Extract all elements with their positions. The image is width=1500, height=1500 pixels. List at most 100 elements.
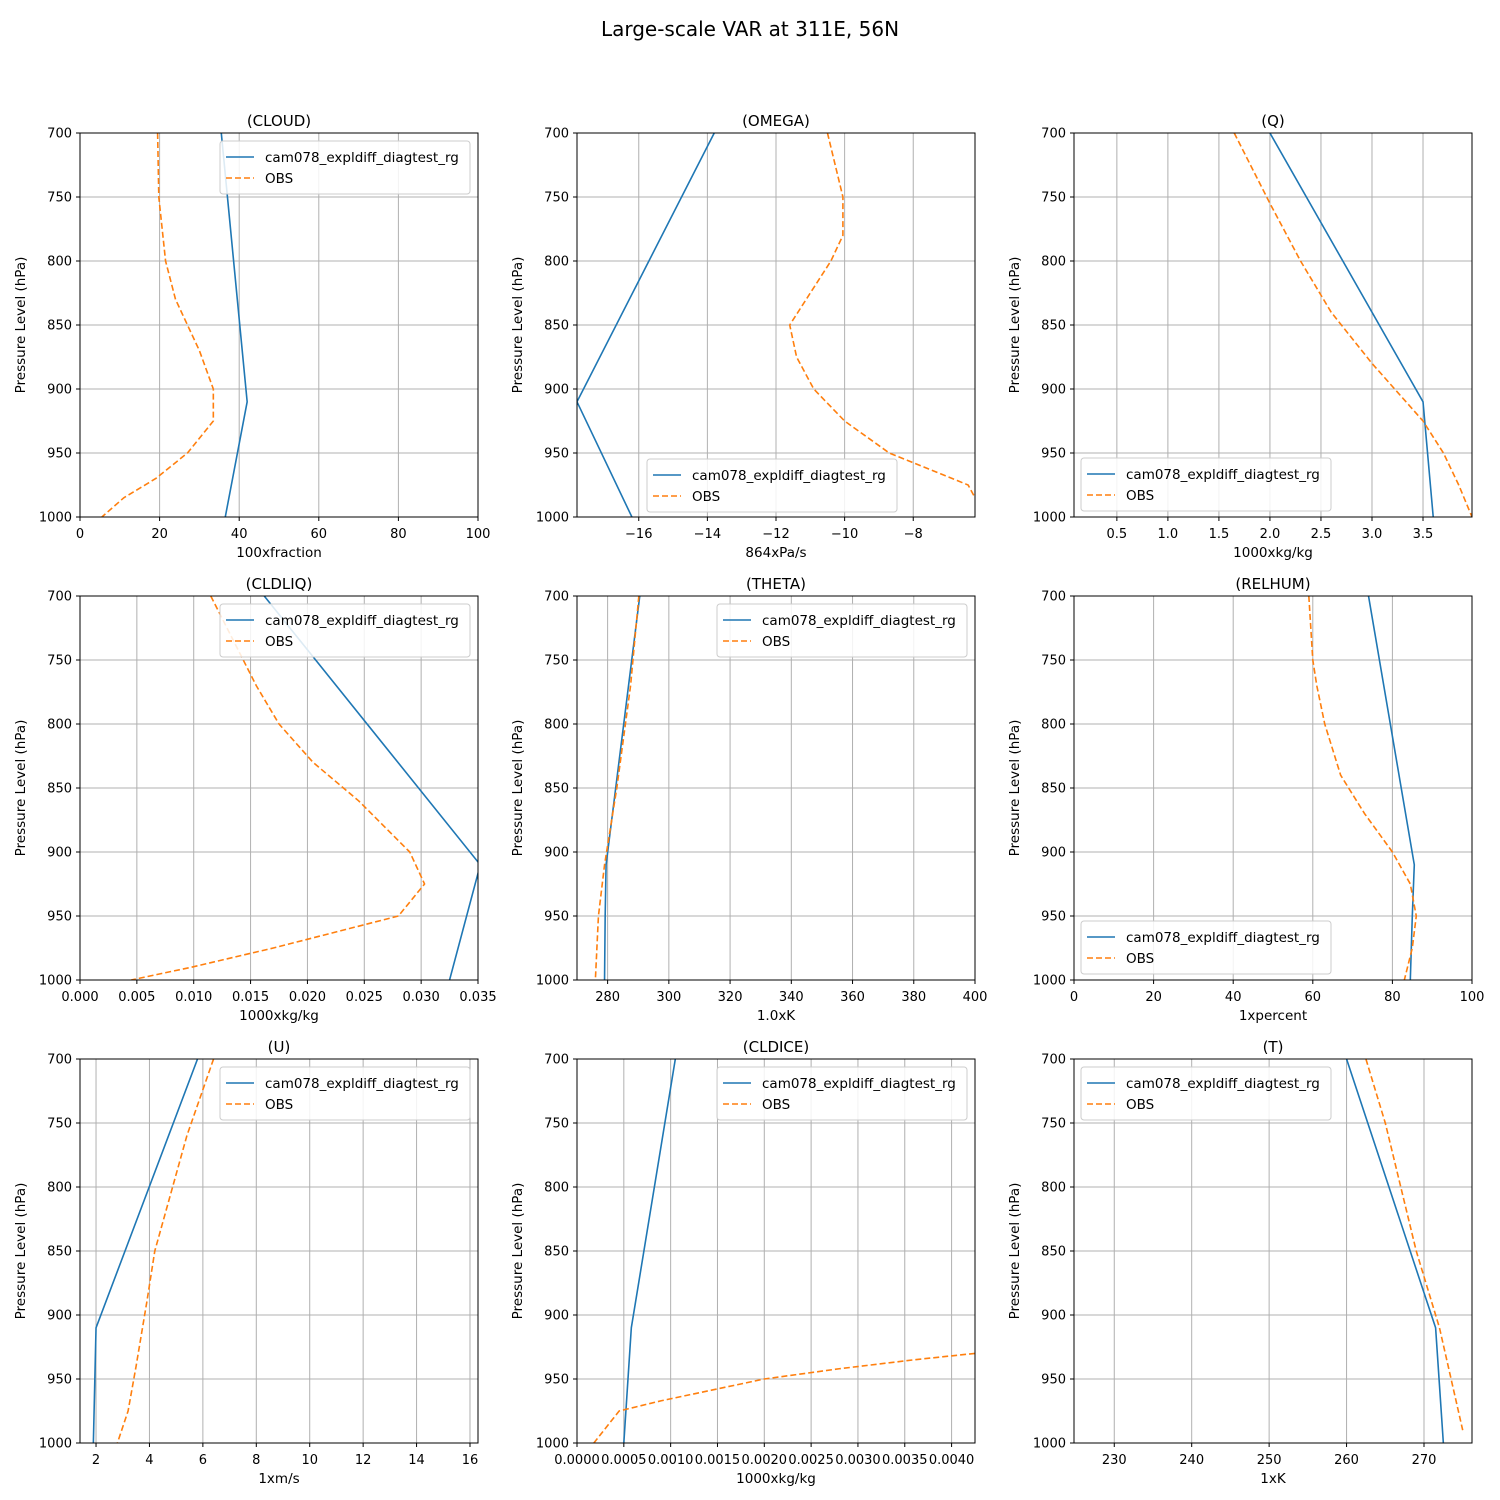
- legend-obs-label: OBS: [1126, 951, 1154, 967]
- x-tick-label: 40: [1225, 990, 1242, 1005]
- x-tick-label: 2.5: [1311, 527, 1332, 542]
- y-tick-label: 750: [544, 1117, 569, 1132]
- plot-frame: [79, 1058, 479, 1444]
- y-axis-label: Pressure Level (hPa): [510, 1183, 526, 1320]
- x-tick-label: 0.0015: [695, 1453, 741, 1468]
- x-tick-label: 280: [595, 990, 620, 1005]
- obs-series-line: [1233, 133, 1472, 517]
- x-tick-label: 80: [390, 527, 407, 542]
- x-axis-label: 1000xkg/kg: [239, 1008, 319, 1024]
- subplot-cloud: 700 750 800 850 900 950 1000 0 20 40 60 80 100 (CLOUD…: [13, 112, 490, 561]
- x-tick-label: 3.5: [1413, 527, 1434, 542]
- y-tick-label: 900: [544, 1309, 569, 1324]
- x-tick-label: 60: [1305, 990, 1322, 1005]
- x-tick-label: 10: [301, 1453, 318, 1468]
- obs-series-line: [788, 133, 975, 499]
- y-tick-label: 850: [47, 319, 72, 334]
- model-series-line: [92, 1059, 199, 1443]
- y-tick-label: 950: [544, 447, 569, 462]
- y-tick-label: 1000: [536, 511, 569, 526]
- legend-frame: [646, 458, 898, 513]
- x-tick-label: −14: [694, 527, 721, 542]
- legend-model-label: cam078_expldiff_diagtest_rg: [762, 613, 956, 629]
- model-series-line: [1345, 1059, 1445, 1443]
- x-tick-label: 60: [311, 527, 328, 542]
- subplot-q: 700 750 800 850 900 950 1000 0.5 1.0 1.5 2.0 2.5 3.0…: [1007, 112, 1473, 561]
- subplot-title: (CLDICE): [743, 1038, 809, 1056]
- y-axis-label: Pressure Level (hPa): [13, 1183, 29, 1320]
- y-tick-label: 950: [47, 1373, 72, 1388]
- figure-title: Large-scale VAR at 311E, 56N: [601, 17, 899, 41]
- y-tick-label: 950: [47, 447, 72, 462]
- y-tick-label: 900: [1041, 1309, 1066, 1324]
- x-tick-label: 230: [1102, 1453, 1127, 1468]
- legend: cam078_expldiff_diagtest_rg OBS: [716, 1066, 968, 1121]
- obs-series-line: [131, 596, 426, 980]
- y-tick-label: 800: [544, 718, 569, 733]
- legend-model-label: cam078_expldiff_diagtest_rg: [762, 1076, 956, 1092]
- x-axis-label: 1xpercent: [1239, 1008, 1307, 1024]
- y-tick-label: 800: [1041, 255, 1066, 270]
- y-tick-label: 1000: [1033, 1437, 1066, 1452]
- y-tick-label: 700: [1041, 127, 1066, 142]
- y-tick-label: 750: [47, 1117, 72, 1132]
- x-tick-label: 1.5: [1209, 527, 1230, 542]
- y-tick-label: 900: [47, 383, 72, 398]
- y-tick-label: 750: [47, 191, 72, 206]
- model-series-line: [577, 133, 715, 517]
- subplot-t: 700 750 800 850 900 950 1000 230 240 250 260 270 (T)…: [1007, 1038, 1473, 1487]
- x-tick-label: 12: [355, 1453, 372, 1468]
- x-axis-label: 1xK: [1260, 1471, 1287, 1487]
- x-axis-label: 1xm/s: [258, 1471, 299, 1487]
- subplot-title: (CLOUD): [247, 112, 311, 130]
- obs-series-line: [594, 596, 640, 980]
- subplot-theta: 700 750 800 850 900 950 1000 280 300 320 340 360 380…: [510, 575, 987, 1024]
- legend-model-label: cam078_expldiff_diagtest_rg: [692, 468, 886, 484]
- subplot-title: (RELHUM): [1235, 575, 1310, 593]
- y-tick-label: 800: [47, 718, 72, 733]
- legend: cam078_expldiff_diagtest_rg OBS: [219, 603, 471, 658]
- legend-model-label: cam078_expldiff_diagtest_rg: [1126, 930, 1320, 946]
- x-axis-label: 1.0xK: [757, 1008, 796, 1024]
- y-tick-label: 900: [1041, 383, 1066, 398]
- x-tick-label: 0.0040: [929, 1453, 975, 1468]
- y-tick-label: 800: [47, 255, 72, 270]
- y-tick-label: 850: [47, 782, 72, 797]
- obs-series-line: [116, 1059, 215, 1443]
- x-tick-label: 0.0010: [648, 1453, 694, 1468]
- legend-frame: [219, 603, 471, 658]
- y-tick-label: 800: [1041, 1181, 1066, 1196]
- x-tick-label: 300: [656, 990, 681, 1005]
- legend-frame: [1080, 1066, 1332, 1121]
- x-tick-label: 80: [1384, 990, 1401, 1005]
- x-tick-label: 14: [408, 1453, 425, 1468]
- x-tick-label: 3.0: [1362, 527, 1383, 542]
- plot-frame: [79, 132, 479, 518]
- x-tick-label: 340: [779, 990, 804, 1005]
- x-tick-label: 0.0000: [554, 1453, 600, 1468]
- y-tick-label: 1000: [536, 1437, 569, 1452]
- x-tick-label: 400: [963, 990, 988, 1005]
- x-tick-label: 2.0: [1260, 527, 1281, 542]
- x-tick-label: 0.020: [289, 990, 326, 1005]
- y-tick-label: 750: [544, 654, 569, 669]
- legend-obs-label: OBS: [762, 634, 790, 650]
- y-tick-label: 1000: [39, 511, 72, 526]
- legend-frame: [716, 1066, 968, 1121]
- subplot-title: (Q): [1261, 112, 1285, 130]
- y-tick-label: 950: [1041, 1373, 1066, 1388]
- y-tick-label: 750: [1041, 191, 1066, 206]
- y-tick-label: 700: [544, 127, 569, 142]
- x-tick-label: 240: [1179, 1453, 1204, 1468]
- x-tick-label: 100: [1460, 990, 1485, 1005]
- x-tick-label: 20: [151, 527, 168, 542]
- model-series-line: [603, 596, 641, 980]
- y-axis-label: Pressure Level (hPa): [13, 257, 29, 394]
- y-axis-label: Pressure Level (hPa): [510, 720, 526, 857]
- model-series-line: [623, 1059, 677, 1443]
- legend: cam078_expldiff_diagtest_rg OBS: [716, 603, 968, 658]
- y-tick-label: 1000: [39, 1437, 72, 1452]
- x-tick-label: 0.035: [459, 990, 496, 1005]
- plot-frame: [1073, 1058, 1473, 1444]
- obs-series-line: [1365, 1059, 1464, 1431]
